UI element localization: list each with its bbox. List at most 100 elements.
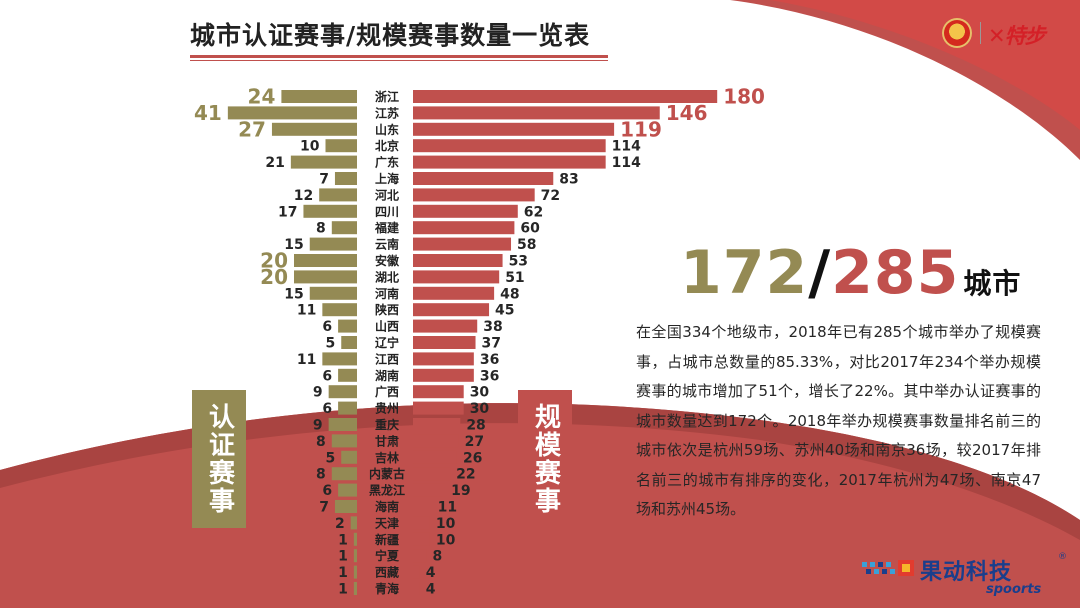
category-label: 青海 xyxy=(375,581,399,596)
scale-value-label: 10 xyxy=(436,516,456,532)
certified-value-label: 6 xyxy=(322,401,332,417)
scale-bar xyxy=(413,254,503,267)
certified-bar xyxy=(227,106,357,120)
category-label: 广西 xyxy=(375,384,399,399)
description-text: 在全国334个地级市，2018年已有285个城市举办了规模赛事，占城市总数量的8… xyxy=(636,323,1041,518)
certified-bar xyxy=(322,352,357,366)
scale-bar xyxy=(413,565,420,579)
scale-value-label: 53 xyxy=(509,254,528,270)
scale-value-label: 146 xyxy=(666,101,708,125)
certified-bar xyxy=(334,500,357,513)
certified-bar xyxy=(353,549,357,563)
certified-value-label: 12 xyxy=(294,188,313,204)
scale-value-label: 22 xyxy=(456,467,475,483)
title-underline xyxy=(190,55,608,58)
certified-bar xyxy=(328,418,357,431)
scale-bar xyxy=(413,385,464,399)
category-label: 黑龙江 xyxy=(369,483,405,498)
certified-bar xyxy=(341,450,357,464)
scale-value-label: 83 xyxy=(559,172,578,188)
scale-bar xyxy=(413,532,430,546)
certified-value-label: 17 xyxy=(278,204,297,220)
scale-value-label: 10 xyxy=(436,532,456,548)
certified-bar xyxy=(338,368,357,382)
scale-value-label: 28 xyxy=(466,418,485,434)
certified-bar xyxy=(303,204,357,218)
certified-value-label: 15 xyxy=(284,286,303,302)
scale-bar xyxy=(413,434,459,448)
scale-bar xyxy=(413,516,430,530)
scale-bar xyxy=(413,139,606,153)
certified-value-label: 1 xyxy=(338,565,348,581)
category-label: 吉林 xyxy=(375,450,399,465)
brand-logo: 果动科技 ® spoorts xyxy=(862,552,1072,602)
certified-value-label: 9 xyxy=(313,418,323,434)
certified-city-count: 172 xyxy=(680,238,809,308)
certified-value-label: 1 xyxy=(338,532,348,548)
category-label: 浙江 xyxy=(375,89,399,104)
certified-bar xyxy=(319,188,357,202)
title-underline-thin xyxy=(190,60,608,61)
scale-value-label: 62 xyxy=(524,204,543,220)
certified-value-label: 1 xyxy=(338,582,348,598)
scale-bar xyxy=(413,90,718,103)
scale-value-label: 48 xyxy=(500,286,519,302)
scale-bar xyxy=(413,319,478,333)
scale-bar xyxy=(413,582,420,595)
category-label: 贵州 xyxy=(375,401,399,416)
scale-value-label: 72 xyxy=(541,188,560,204)
certified-bar xyxy=(334,172,357,185)
scale-value-label: 37 xyxy=(482,336,501,352)
scale-value-label: 119 xyxy=(620,117,662,141)
scale-value-label: 60 xyxy=(520,221,540,237)
certified-value-label: 27 xyxy=(238,117,266,141)
certified-bar xyxy=(290,155,357,169)
brand-stripes-icon xyxy=(862,560,914,576)
certified-value-label: 21 xyxy=(265,155,284,171)
scale-bar xyxy=(413,237,512,251)
scale-bar xyxy=(413,336,476,349)
stat-separator: / xyxy=(808,238,832,308)
certified-value-label: 11 xyxy=(297,303,316,319)
category-label: 海南 xyxy=(375,499,399,514)
scale-value-label: 36 xyxy=(480,368,499,384)
header-logos: ✕特步 xyxy=(938,16,1068,50)
scale-value-label: 38 xyxy=(483,319,502,335)
certified-bar xyxy=(353,565,357,579)
scale-bar xyxy=(413,286,495,300)
category-label: 北京 xyxy=(375,138,399,153)
category-label: 宁夏 xyxy=(375,548,400,563)
scale-city-count: 285 xyxy=(831,238,960,308)
certified-value-label: 20 xyxy=(260,249,288,273)
certified-bar xyxy=(338,401,357,415)
scale-value-label: 114 xyxy=(612,139,641,155)
certified-value-label: 7 xyxy=(319,172,329,188)
page-title: 城市认证赛事/规模赛事数量一览表 xyxy=(190,21,591,50)
certified-events-label: 认证赛事 xyxy=(192,390,246,528)
category-label: 江西 xyxy=(375,351,399,366)
scale-value-label: 58 xyxy=(517,237,536,253)
certified-value-label: 9 xyxy=(313,385,323,401)
certified-value-label: 1 xyxy=(338,549,348,565)
certified-bar xyxy=(331,434,357,448)
category-label: 河北 xyxy=(374,187,399,202)
certified-bar xyxy=(331,221,357,235)
scale-events-label: 规模赛事 xyxy=(518,390,572,528)
certified-bar xyxy=(322,303,357,317)
certified-bar xyxy=(338,319,357,333)
category-label: 辽宁 xyxy=(375,335,399,350)
scale-bar xyxy=(413,450,457,464)
category-label: 内蒙古 xyxy=(369,466,405,481)
certified-value-label: 24 xyxy=(248,85,276,109)
certified-bar xyxy=(331,467,357,481)
certified-bar xyxy=(281,90,357,103)
category-label: 山东 xyxy=(375,122,399,137)
certified-value-label: 10 xyxy=(300,139,320,155)
certified-value-label: 5 xyxy=(326,336,336,352)
category-label: 湖北 xyxy=(375,269,399,284)
certified-value-label: 8 xyxy=(316,467,326,483)
scale-bar xyxy=(413,270,500,284)
scale-value-label: 51 xyxy=(505,270,524,286)
certified-value-label: 5 xyxy=(326,450,336,466)
category-label: 西藏 xyxy=(375,565,399,580)
